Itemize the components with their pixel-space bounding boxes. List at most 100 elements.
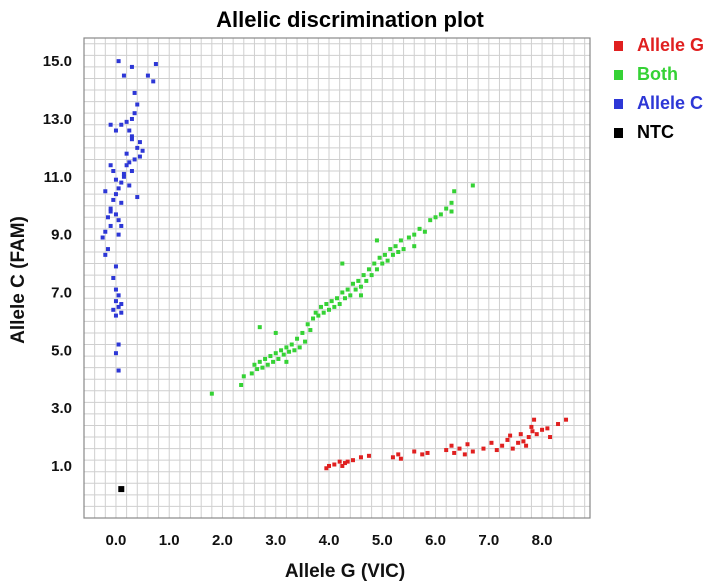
data-point-allele-c bbox=[113, 351, 118, 356]
data-point-allele-c bbox=[116, 232, 121, 237]
data-point-allele-c bbox=[132, 90, 137, 95]
data-point-both bbox=[470, 183, 475, 188]
data-point-both bbox=[313, 310, 318, 315]
data-point-both bbox=[348, 293, 353, 298]
data-point-allele-c bbox=[116, 293, 121, 298]
legend-label-both: Both bbox=[637, 64, 678, 84]
y-axis-ticks: 1.0 3.0 5.0 7.0 9.0 11.0 13.0 15.0 bbox=[43, 53, 72, 475]
data-point-allele-g bbox=[396, 452, 401, 457]
data-point-both bbox=[340, 290, 345, 295]
data-point-both bbox=[377, 255, 382, 260]
data-point-both bbox=[353, 287, 358, 292]
data-point-both bbox=[263, 356, 268, 361]
data-point-allele-g bbox=[540, 427, 545, 432]
data-point-allele-c bbox=[121, 73, 126, 78]
data-point-allele-g bbox=[548, 435, 553, 440]
data-point-allele-g bbox=[489, 440, 494, 445]
data-point-allele-g bbox=[529, 424, 534, 429]
data-point-allele-c bbox=[111, 169, 116, 174]
y-tick-label: 9.0 bbox=[51, 227, 72, 244]
data-point-allele-g bbox=[526, 435, 531, 440]
y-tick-label: 3.0 bbox=[51, 400, 72, 417]
data-point-allele-g bbox=[337, 459, 342, 464]
y-tick-label: 13.0 bbox=[43, 111, 72, 128]
data-point-allele-g bbox=[358, 455, 363, 460]
data-point-both bbox=[308, 328, 313, 333]
x-tick-label: 2.0 bbox=[212, 532, 233, 549]
data-point-allele-c bbox=[113, 177, 118, 182]
x-tick-label: 6.0 bbox=[425, 532, 446, 549]
data-point-allele-g bbox=[510, 446, 515, 451]
data-point-both bbox=[321, 310, 326, 315]
data-point-both bbox=[257, 325, 262, 330]
data-point-allele-c bbox=[119, 180, 124, 185]
data-point-allele-g bbox=[532, 417, 537, 422]
data-point-allele-g bbox=[534, 432, 539, 437]
y-tick-label: 7.0 bbox=[51, 284, 72, 301]
data-point-allele-c bbox=[113, 313, 118, 318]
legend-label-ntc: NTC bbox=[637, 122, 674, 142]
data-point-both bbox=[449, 200, 454, 205]
data-point-allele-c bbox=[129, 137, 134, 142]
data-point-both bbox=[361, 273, 366, 278]
data-point-both bbox=[271, 359, 276, 364]
data-point-allele-g bbox=[518, 432, 523, 437]
data-point-both bbox=[390, 252, 395, 257]
data-point-allele-c bbox=[137, 154, 142, 159]
data-point-both bbox=[358, 293, 363, 298]
legend-swatch-ntc bbox=[614, 128, 623, 138]
data-point-allele-g bbox=[340, 463, 345, 468]
data-point-both bbox=[412, 244, 417, 249]
data-point-both bbox=[438, 212, 443, 217]
data-point-allele-g bbox=[545, 426, 550, 431]
data-point-allele-c bbox=[124, 163, 129, 168]
data-point-allele-g bbox=[398, 456, 403, 461]
data-point-allele-g bbox=[564, 417, 569, 422]
plot-area-frame bbox=[83, 37, 591, 519]
data-point-both bbox=[396, 249, 401, 254]
data-point-both bbox=[345, 287, 350, 292]
data-point-allele-g bbox=[462, 452, 467, 457]
data-point-allele-g bbox=[412, 449, 417, 454]
data-point-both bbox=[382, 252, 387, 257]
data-point-allele-c bbox=[116, 59, 121, 64]
data-point-both bbox=[444, 206, 449, 211]
data-point-both bbox=[385, 258, 390, 263]
x-tick-label: 5.0 bbox=[372, 532, 393, 549]
data-points bbox=[100, 59, 569, 493]
data-point-allele-g bbox=[481, 446, 486, 451]
data-point-both bbox=[433, 215, 438, 220]
y-tick-label: 11.0 bbox=[44, 169, 72, 186]
data-point-allele-c bbox=[121, 174, 126, 179]
data-point-allele-c bbox=[129, 116, 134, 121]
data-point-both bbox=[417, 226, 422, 231]
legend-label-allele-g: Allele G bbox=[637, 35, 704, 55]
data-point-both bbox=[319, 304, 324, 309]
data-point-allele-c bbox=[113, 128, 118, 133]
data-point-allele-g bbox=[327, 463, 332, 468]
data-point-allele-c bbox=[135, 145, 140, 150]
data-point-allele-c bbox=[113, 287, 118, 292]
data-point-allele-c bbox=[132, 157, 137, 162]
data-point-both bbox=[364, 278, 369, 283]
data-point-allele-g bbox=[470, 449, 475, 454]
data-point-allele-c bbox=[127, 183, 132, 188]
data-point-both bbox=[380, 261, 385, 266]
data-point-allele-g bbox=[494, 448, 499, 453]
data-point-allele-g bbox=[332, 462, 337, 467]
data-point-both bbox=[406, 235, 411, 240]
data-point-both bbox=[366, 267, 371, 272]
data-point-both bbox=[324, 302, 329, 307]
data-point-allele-c bbox=[108, 223, 113, 228]
data-point-allele-c bbox=[116, 304, 121, 309]
data-point-both bbox=[340, 261, 345, 266]
data-point-both bbox=[369, 273, 374, 278]
data-point-both bbox=[284, 359, 289, 364]
data-point-allele-c bbox=[113, 299, 118, 304]
data-point-allele-c bbox=[119, 200, 124, 205]
data-point-both bbox=[276, 356, 281, 361]
data-point-both bbox=[311, 316, 316, 321]
x-tick-label: 7.0 bbox=[478, 532, 499, 549]
data-point-allele-c bbox=[124, 119, 129, 124]
